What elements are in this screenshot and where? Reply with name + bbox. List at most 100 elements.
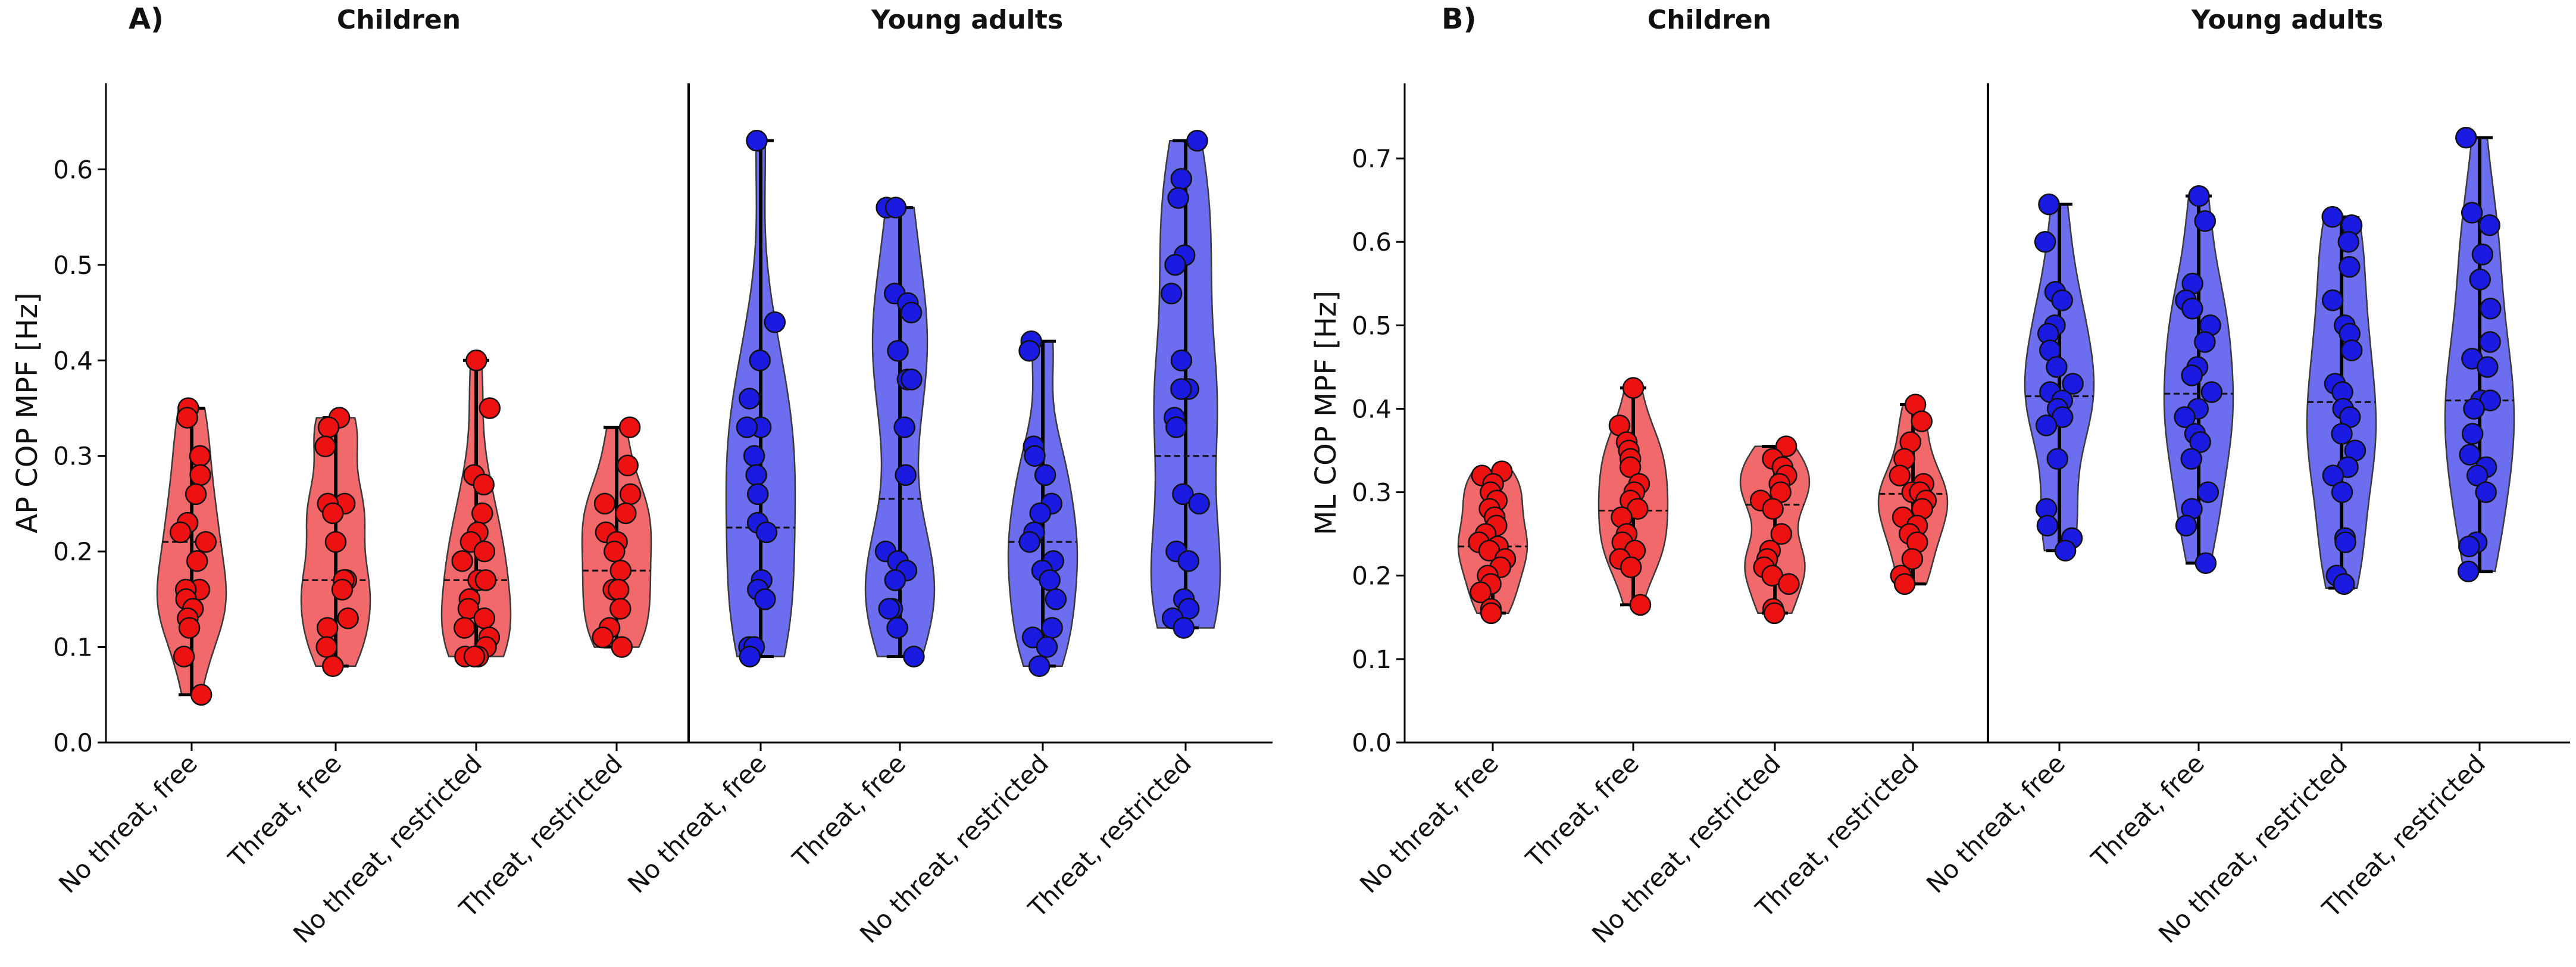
data-point <box>314 435 336 457</box>
data-point <box>2175 514 2197 536</box>
violin <box>2306 205 2377 595</box>
data-point <box>2038 193 2060 216</box>
data-point <box>169 521 192 544</box>
data-point <box>185 483 207 506</box>
data-point <box>1188 492 1210 515</box>
y-tick-label: 0.5 <box>53 251 93 280</box>
data-point <box>592 626 614 648</box>
data-point <box>2339 256 2361 278</box>
y-axis-label: AP COP MPF [Hz] <box>11 292 44 534</box>
data-point <box>2054 539 2077 562</box>
data-point <box>764 311 786 333</box>
data-point <box>607 579 630 601</box>
data-point <box>317 416 340 438</box>
group-title: Young adults <box>871 5 1063 35</box>
violin <box>300 407 371 677</box>
data-point <box>2455 126 2477 149</box>
data-point <box>1470 581 1492 604</box>
data-point <box>463 645 486 667</box>
y-tick-label: 0.2 <box>1352 562 1392 591</box>
data-point <box>2340 339 2363 361</box>
data-point <box>746 130 768 152</box>
data-point <box>471 502 493 525</box>
data-point <box>2051 289 2073 311</box>
data-point <box>618 416 641 438</box>
data-point <box>473 607 496 629</box>
violin <box>864 196 936 667</box>
data-point <box>465 350 487 372</box>
data-point <box>2062 373 2084 395</box>
y-tick-label: 0.3 <box>53 442 93 471</box>
data-point <box>1177 550 1200 572</box>
data-point <box>1775 435 1797 457</box>
group-title: Children <box>337 5 461 35</box>
data-point <box>901 369 923 391</box>
data-point <box>1778 573 1800 595</box>
data-point <box>754 588 776 610</box>
violin <box>1150 130 1221 639</box>
data-point <box>1018 531 1041 553</box>
data-point <box>755 521 778 544</box>
data-point <box>1170 168 1193 190</box>
data-point <box>1167 187 1189 209</box>
data-point <box>609 559 632 582</box>
y-axis-label: ML COP MPF [Hz] <box>1309 291 1343 535</box>
data-point <box>1170 350 1193 372</box>
panel-a: 0.0 0.1 0.2 0.3 0.4 0.5 0.6 AP COP MPF [Hz] A) Ch… <box>11 2 1273 949</box>
x-tick-label: No threat, free <box>1354 748 1504 899</box>
data-point <box>1619 456 1642 478</box>
data-point <box>1036 636 1058 658</box>
data-point <box>609 598 632 620</box>
data-point <box>176 407 198 429</box>
x-tick-label: Threat, free <box>223 748 347 873</box>
data-point <box>324 531 347 553</box>
data-point <box>2461 201 2483 224</box>
data-point <box>1173 617 1195 639</box>
data-point <box>178 617 201 639</box>
data-point <box>1034 464 1056 486</box>
violin <box>440 350 512 667</box>
data-point <box>1024 445 1046 467</box>
data-point <box>900 301 923 324</box>
data-point <box>1629 594 1652 616</box>
data-point <box>1762 498 1784 520</box>
data-point <box>2478 214 2500 236</box>
data-point <box>1186 130 1208 152</box>
data-point <box>2331 481 2353 503</box>
data-point <box>2461 423 2484 445</box>
data-point <box>887 339 909 362</box>
data-point <box>321 502 344 525</box>
data-point <box>1029 502 1051 525</box>
y-tick-label: 0.0 <box>1352 728 1392 757</box>
group-title: Children <box>1647 5 1771 35</box>
data-point <box>2036 514 2059 536</box>
data-point <box>2479 331 2501 353</box>
data-point <box>2331 423 2353 445</box>
data-point <box>593 492 616 515</box>
y-tick-label: 0.7 <box>1352 144 1392 173</box>
data-point <box>611 636 633 658</box>
data-point <box>749 350 771 372</box>
x-tick-label: Threat, free <box>787 748 911 873</box>
data-point <box>2180 448 2202 470</box>
data-point <box>2046 356 2068 378</box>
data-point <box>884 196 907 219</box>
data-point <box>479 397 501 419</box>
violin <box>1007 330 1078 677</box>
violin <box>2163 185 2234 574</box>
data-point <box>878 598 900 620</box>
data-point <box>1172 483 1194 506</box>
data-point <box>746 483 769 506</box>
data-point <box>337 607 359 629</box>
data-point <box>186 550 208 572</box>
data-point <box>2321 289 2344 311</box>
data-point <box>1041 617 1063 639</box>
data-point <box>893 416 915 438</box>
data-point <box>2475 481 2497 503</box>
data-point <box>895 464 917 486</box>
data-point <box>2469 269 2491 291</box>
data-point <box>316 617 339 639</box>
y-tick-label: 0.1 <box>1352 645 1392 674</box>
violin <box>725 130 796 667</box>
data-point <box>1160 282 1183 305</box>
